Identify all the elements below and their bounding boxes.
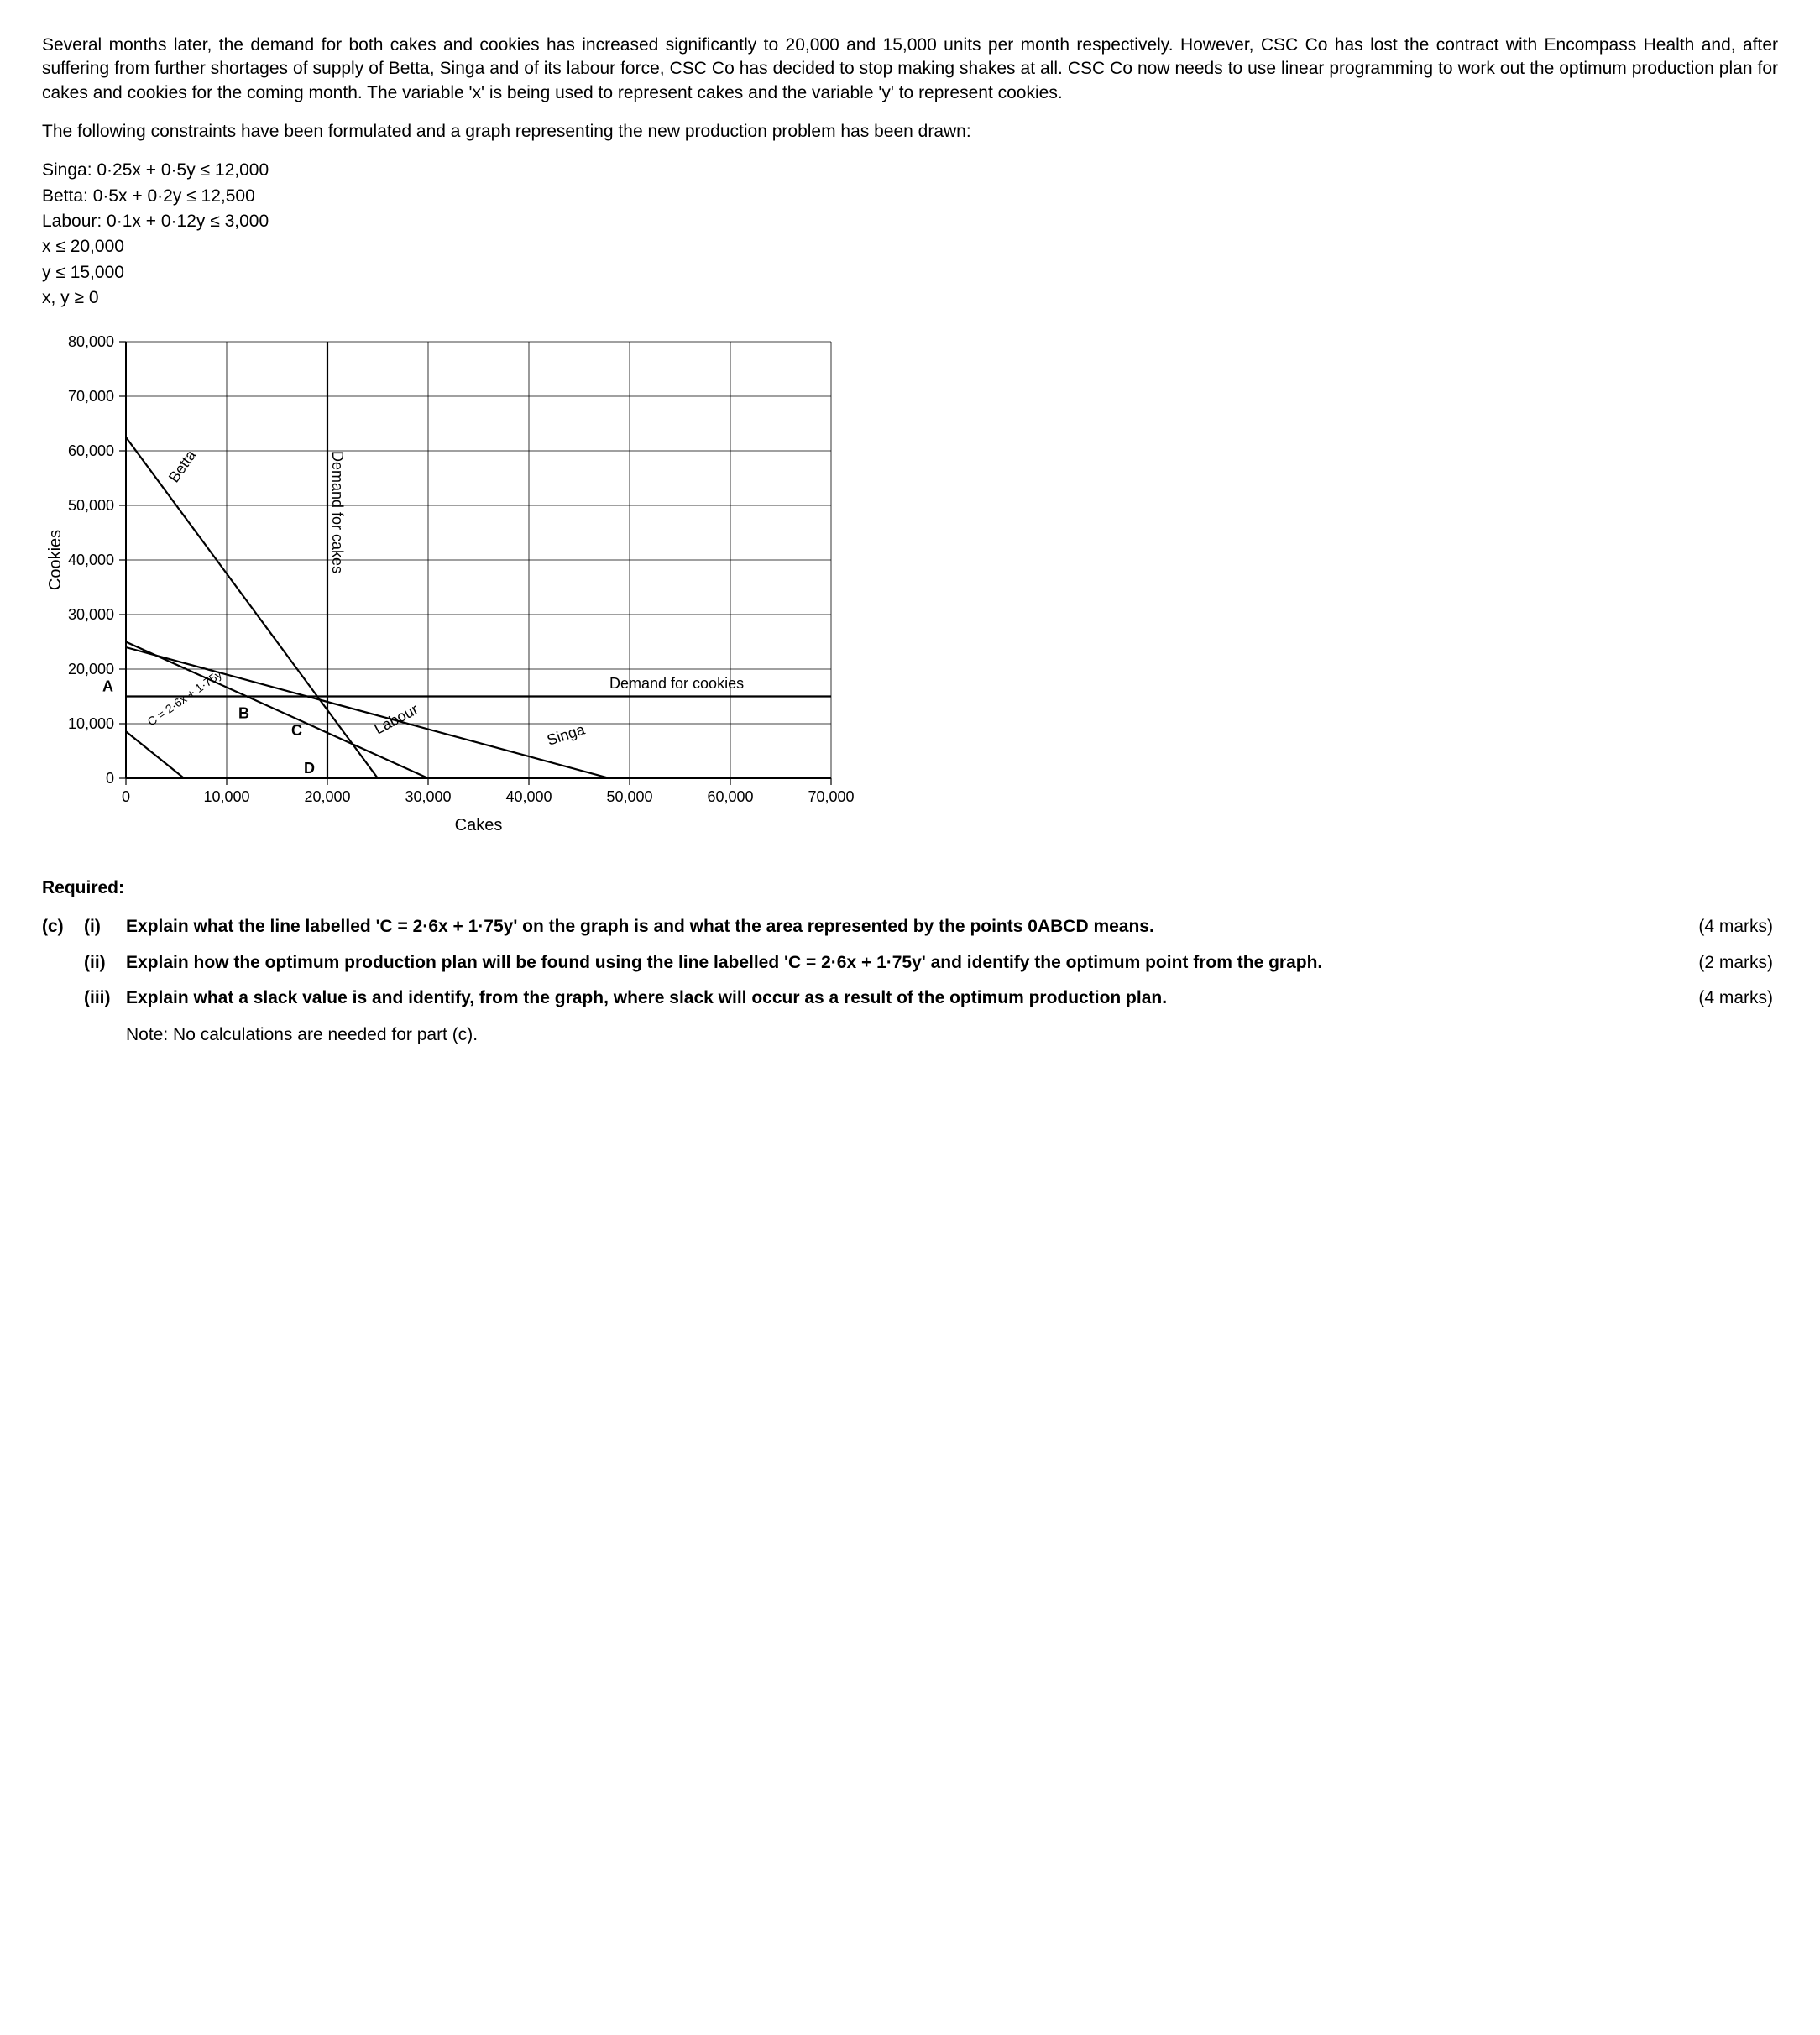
subpart-num: (i): [84, 912, 126, 947]
svg-text:C: C: [291, 723, 302, 740]
svg-text:20,000: 20,000: [304, 788, 350, 805]
svg-text:40,000: 40,000: [68, 552, 114, 568]
svg-text:B: B: [238, 705, 249, 722]
svg-text:80,000: 80,000: [68, 333, 114, 350]
subpart-text: Explain what the line labelled 'C = 2·6x…: [126, 912, 1778, 947]
subpart-bold: Explain what a slack value is and identi…: [126, 988, 1167, 1007]
marks: (4 marks): [1698, 915, 1773, 939]
constraints-list: Singa: 0·25x + 0·5y ≤ 12,000 Betta: 0·5x…: [42, 159, 1778, 310]
svg-text:Demand for cakes: Demand for cakes: [329, 451, 346, 573]
svg-text:70,000: 70,000: [808, 788, 854, 805]
svg-text:D: D: [304, 760, 315, 777]
constraint-line: x ≤ 20,000: [42, 235, 1778, 259]
svg-text:50,000: 50,000: [606, 788, 652, 805]
part-label: (c): [42, 912, 84, 947]
constraint-line: Betta: 0·5x + 0·2y ≤ 12,500: [42, 185, 1778, 208]
subpart-num: (iii): [84, 983, 126, 1018]
svg-text:70,000: 70,000: [68, 388, 114, 405]
svg-text:40,000: 40,000: [505, 788, 552, 805]
svg-text:30,000: 30,000: [405, 788, 451, 805]
svg-text:20,000: 20,000: [68, 661, 114, 677]
svg-text:A: A: [102, 678, 113, 695]
svg-text:Demand for cookies: Demand for cookies: [609, 675, 744, 692]
svg-text:Cookies: Cookies: [46, 530, 65, 590]
svg-text:30,000: 30,000: [68, 606, 114, 623]
svg-text:0: 0: [122, 788, 130, 805]
question-block: (c) (i) Explain what the line labelled '…: [42, 912, 1778, 1018]
svg-text:50,000: 50,000: [68, 497, 114, 514]
intro-paragraph-2: The following constraints have been form…: [42, 120, 1778, 144]
marks: (4 marks): [1698, 986, 1773, 1010]
svg-text:60,000: 60,000: [68, 442, 114, 459]
subpart-bold: Explain what the line labelled 'C = 2·6x…: [126, 917, 1154, 936]
required-heading: Required:: [42, 876, 1778, 900]
note: Note: No calculations are needed for par…: [126, 1023, 1778, 1047]
constraint-line: x, y ≥ 0: [42, 286, 1778, 310]
marks: (2 marks): [1698, 951, 1773, 975]
constraint-line: Singa: 0·25x + 0·5y ≤ 12,000: [42, 159, 1778, 182]
svg-text:10,000: 10,000: [68, 715, 114, 732]
constraint-line: y ≤ 15,000: [42, 261, 1778, 285]
svg-text:0: 0: [106, 770, 114, 787]
subpart-bold: Explain how the optimum production plan …: [126, 953, 1322, 972]
svg-text:Cakes: Cakes: [455, 816, 503, 834]
intro-paragraph-1: Several months later, the demand for bot…: [42, 34, 1778, 105]
constraint-chart: 0 10,000 20,000 30,000 40,000 50,000 60,000 70,…: [42, 325, 1778, 851]
svg-text:60,000: 60,000: [707, 788, 753, 805]
subpart-text: Explain how the optimum production plan …: [126, 948, 1778, 983]
svg-text:10,000: 10,000: [203, 788, 249, 805]
chart-svg: 0 10,000 20,000 30,000 40,000 50,000 60,000 70,…: [42, 325, 865, 845]
subpart-text: Explain what a slack value is and identi…: [126, 983, 1778, 1018]
constraint-line: Labour: 0·1x + 0·12y ≤ 3,000: [42, 210, 1778, 233]
subpart-num: (ii): [84, 948, 126, 983]
